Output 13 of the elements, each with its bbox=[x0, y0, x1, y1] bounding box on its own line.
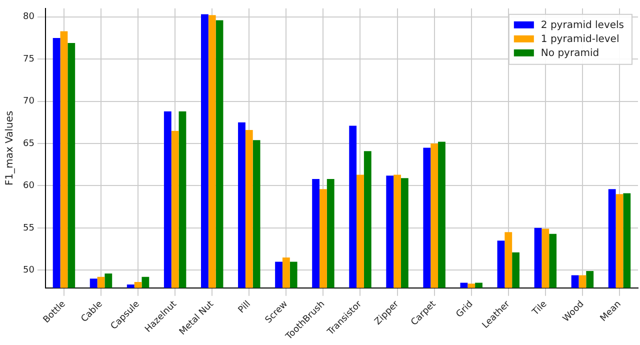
y-tick-label: 65 bbox=[23, 138, 34, 149]
y-tick-label: 75 bbox=[23, 54, 34, 64]
y-axis-title: F1_max Values bbox=[4, 110, 16, 186]
y-tick-label: 60 bbox=[23, 181, 35, 192]
legend-label: No pyramid bbox=[540, 48, 600, 59]
legend-label: 1 pyramid-level bbox=[540, 34, 620, 45]
y-tick-label: 80 bbox=[23, 12, 35, 22]
y-tick-label: 70 bbox=[23, 96, 35, 107]
x-tick-label: Tile bbox=[530, 299, 550, 318]
y-tick-label: 55 bbox=[23, 223, 34, 234]
x-tick-label: Pill bbox=[236, 299, 253, 316]
y-tick-label: 50 bbox=[23, 265, 35, 276]
legend-label: 2 pyramid levels bbox=[540, 20, 624, 31]
